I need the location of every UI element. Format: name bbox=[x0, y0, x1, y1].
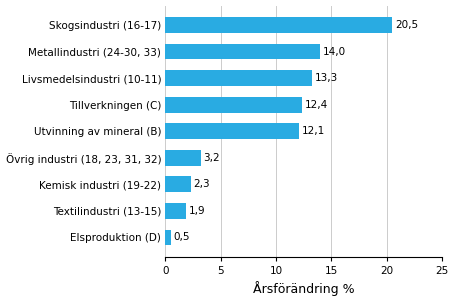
Bar bbox=[165, 230, 171, 246]
Bar bbox=[165, 176, 191, 192]
Text: 1,9: 1,9 bbox=[189, 206, 206, 216]
Bar bbox=[165, 70, 312, 86]
Text: 3,2: 3,2 bbox=[203, 153, 220, 163]
Text: 12,1: 12,1 bbox=[302, 126, 325, 136]
X-axis label: Årsförändring %: Årsförändring % bbox=[253, 281, 355, 297]
Text: 12,4: 12,4 bbox=[305, 100, 329, 110]
Text: 0,5: 0,5 bbox=[173, 233, 190, 243]
Bar bbox=[165, 150, 201, 166]
Text: 13,3: 13,3 bbox=[315, 73, 338, 83]
Bar bbox=[165, 43, 320, 59]
Text: 14,0: 14,0 bbox=[323, 47, 346, 56]
Bar bbox=[165, 97, 302, 113]
Text: 2,3: 2,3 bbox=[193, 179, 210, 189]
Bar bbox=[165, 203, 186, 219]
Bar bbox=[165, 17, 392, 33]
Text: 20,5: 20,5 bbox=[395, 20, 418, 30]
Bar bbox=[165, 123, 299, 139]
